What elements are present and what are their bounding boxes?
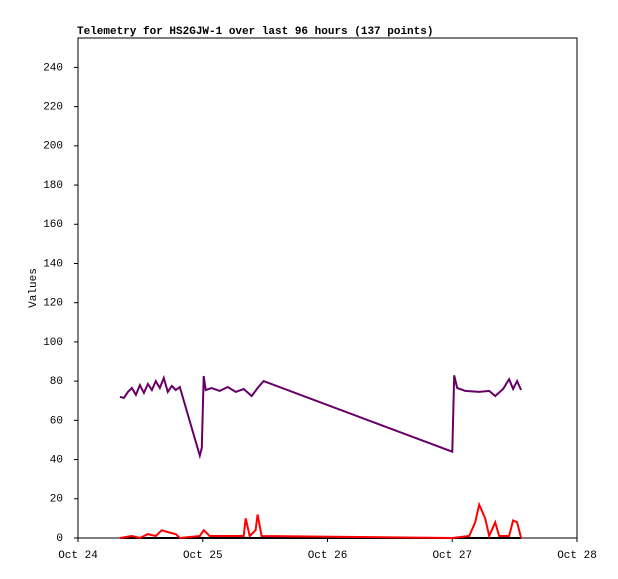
y-tick-label: 40 [50,454,63,466]
y-tick-label: 0 [56,533,63,545]
y-tick-label: 20 [50,494,63,506]
y-tick-label: 200 [43,141,63,153]
series-line [119,374,523,460]
y-tick-label: 160 [43,219,63,231]
y-tick-label: 120 [43,298,63,310]
x-tick-label: Oct 27 [432,550,472,562]
x-tick-label: Oct 24 [58,550,98,562]
x-tick-label: Oct 28 [557,550,597,562]
y-tick-label: 220 [43,102,63,114]
chart-title: Telemetry for HS2GJW-1 over last 96 hour… [77,26,433,38]
y-tick-label: 100 [43,337,63,349]
y-tick-label: 180 [43,180,63,192]
y-tick-label: 80 [50,376,63,388]
series-line [119,501,523,540]
y-axis-label: Values [28,268,40,308]
y-tick-label: 140 [43,258,63,270]
y-tick-label: 60 [50,415,63,427]
y-tick-label: 240 [43,62,63,74]
x-tick-label: Oct 25 [183,550,223,562]
x-tick-label: Oct 26 [308,550,348,562]
